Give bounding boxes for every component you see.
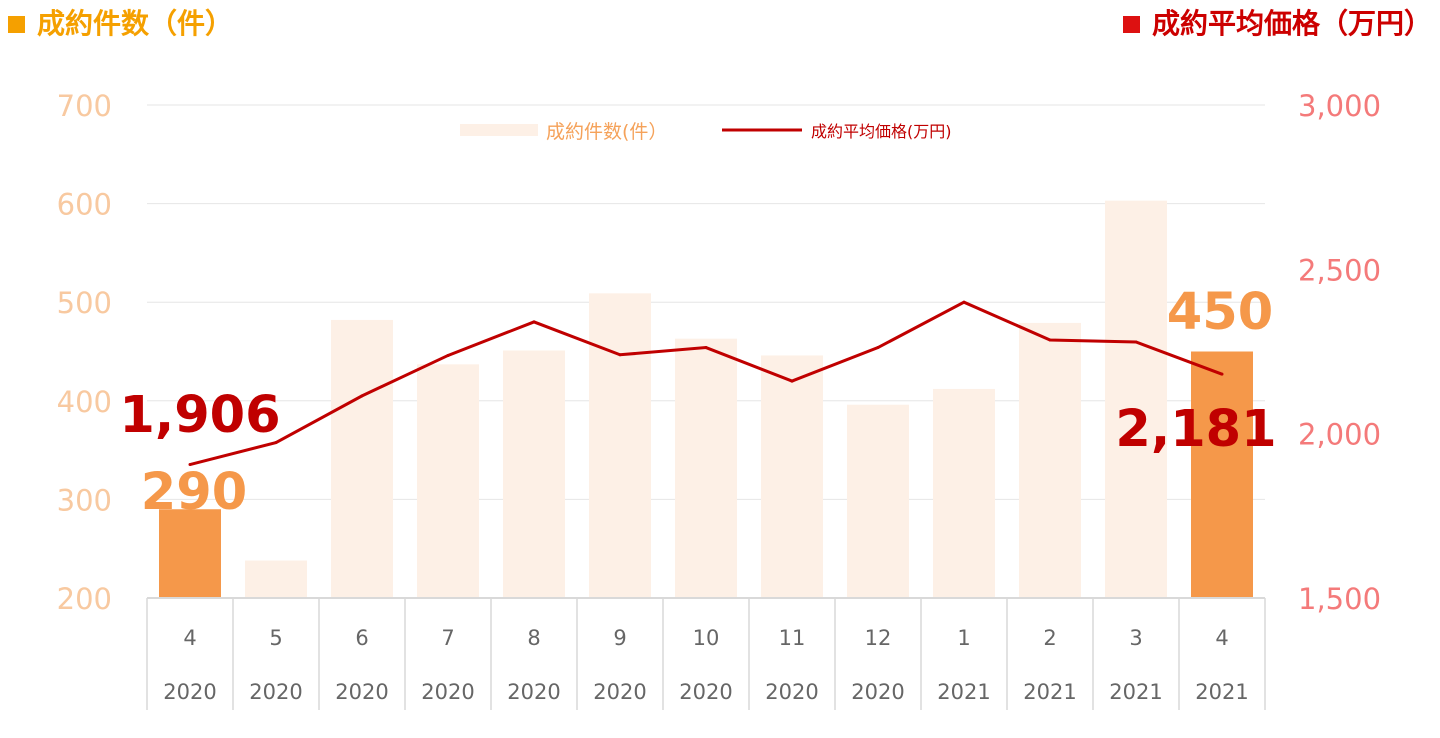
bar [503, 350, 565, 598]
x-axis-year-label: 2021 [937, 680, 990, 704]
right-axis-title: 成約平均価格（万円） [1122, 6, 1432, 42]
price-point [446, 353, 450, 357]
x-axis-year-label: 2020 [335, 680, 388, 704]
x-axis-year-label: 2020 [421, 680, 474, 704]
left-axis-tick-label: 600 [57, 188, 112, 222]
left-axis-tick-label: 400 [57, 385, 112, 419]
x-axis-year-label: 2020 [593, 680, 646, 704]
bar [417, 364, 479, 598]
x-axis-year-label: 2020 [851, 680, 904, 704]
left-axis-tick-label: 300 [57, 483, 112, 517]
price-point [1048, 338, 1052, 342]
x-axis-month-label: 6 [355, 626, 368, 650]
price-point [1220, 372, 1224, 376]
legend-line-label: 成約平均価格(万円) [811, 122, 952, 141]
right-title-text: 成約平均価格（万円） [1151, 7, 1432, 40]
x-axis-year-label: 2020 [249, 680, 302, 704]
right-axis-tick-label: 3,000 [1298, 89, 1381, 123]
left-axis-tick-label: 700 [57, 89, 112, 123]
bar [761, 355, 823, 598]
bar [331, 319, 393, 598]
x-axis-month-label: 8 [527, 626, 540, 650]
x-axis-month-label: 9 [613, 626, 626, 650]
x-axis-year-label: 2021 [1109, 680, 1162, 704]
x-axis-year-label: 2020 [765, 680, 818, 704]
bar [159, 509, 221, 598]
left-title-square-icon [8, 15, 25, 33]
x-axis-month-label: 2 [1043, 626, 1056, 650]
left-axis-title: 成約件数（件） [8, 6, 233, 42]
bar [1191, 351, 1253, 598]
x-axis-month-label: 3 [1129, 626, 1142, 650]
price-start-label: 1,906 [119, 386, 280, 445]
x-axis-month-label: 10 [693, 626, 720, 650]
right-axis-tick-label: 2,500 [1298, 253, 1381, 287]
x-axis-year-label: 2020 [507, 680, 560, 704]
price-point [790, 379, 794, 383]
bar [847, 404, 909, 598]
left-title-text: 成約件数（件） [37, 7, 234, 40]
bar [1105, 200, 1167, 598]
legend-bar-label: 成約件数(件） [546, 121, 667, 143]
price-point [360, 394, 364, 398]
bar [675, 338, 737, 598]
x-axis-month-label: 7 [441, 626, 454, 650]
right-title-square-icon [1122, 15, 1140, 33]
price-point [1134, 340, 1138, 344]
left-axis-tick-label: 500 [57, 286, 112, 320]
price-point [618, 353, 622, 357]
left-axis-tick-label: 200 [57, 582, 112, 616]
right-axis-tick-label: 1,500 [1298, 582, 1381, 616]
bar [933, 388, 995, 598]
x-axis-month-label: 11 [779, 626, 806, 650]
price-point [704, 346, 708, 350]
x-axis-year-label: 2021 [1023, 680, 1076, 704]
bar [1019, 322, 1081, 598]
x-axis-month-label: 5 [269, 626, 282, 650]
price-point [876, 346, 880, 350]
price-point [188, 463, 192, 467]
x-axis-month-label: 1 [957, 626, 970, 650]
x-axis-month-label: 12 [865, 626, 892, 650]
price-point [962, 300, 966, 304]
price-point [532, 320, 536, 324]
x-axis-month-label: 4 [183, 626, 196, 650]
count-end-label: 450 [1167, 283, 1273, 342]
legend-bar-swatch [460, 124, 538, 136]
price-end-label: 2,181 [1115, 400, 1276, 459]
bar [589, 293, 651, 598]
bar [245, 560, 307, 598]
price-point [274, 441, 278, 445]
count-start-label: 290 [141, 463, 247, 522]
x-axis-year-label: 2020 [163, 680, 216, 704]
right-axis-tick-label: 2,000 [1298, 418, 1381, 452]
x-axis-year-label: 2020 [679, 680, 732, 704]
x-axis-year-label: 2021 [1195, 680, 1248, 704]
x-axis-month-label: 4 [1215, 626, 1228, 650]
